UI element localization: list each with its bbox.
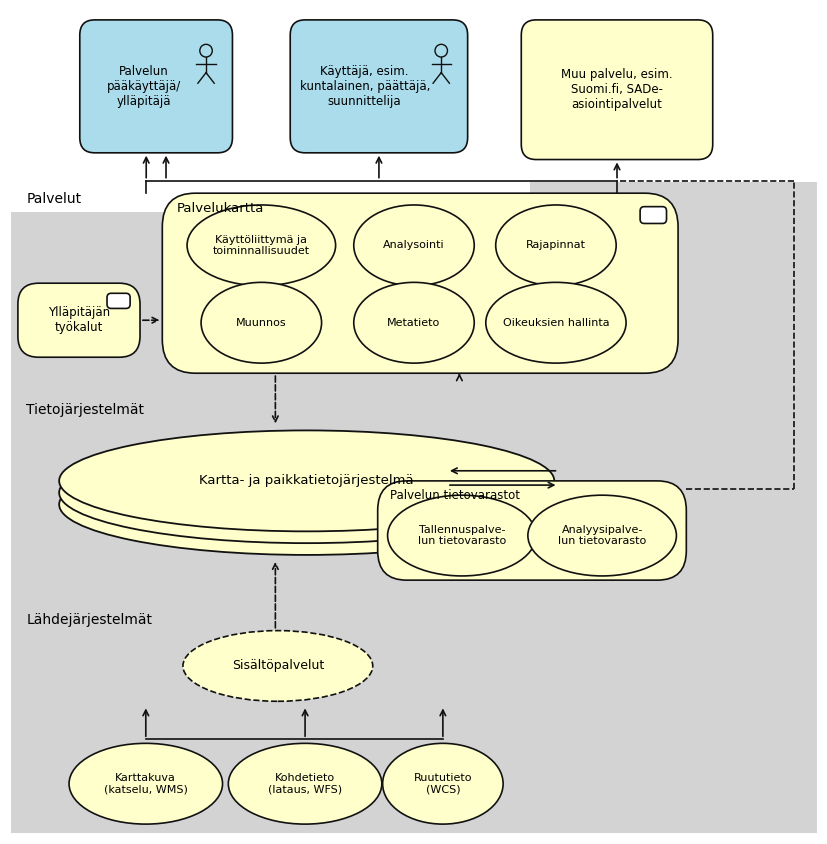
Text: Sisältöpalvelut: Sisältöpalvelut: [232, 659, 323, 673]
Ellipse shape: [353, 205, 474, 286]
Text: Ruututieto
(WCS): Ruututieto (WCS): [414, 773, 471, 794]
Text: Palvelun
pääkäyttäjä/
ylläpitäjä: Palvelun pääkäyttäjä/ ylläpitäjä: [107, 65, 181, 108]
Bar: [12, 603, 815, 832]
Text: Metatieto: Metatieto: [387, 317, 440, 327]
Text: Analysointi: Analysointi: [383, 241, 444, 251]
Ellipse shape: [382, 744, 503, 824]
FancyBboxPatch shape: [639, 207, 666, 224]
Ellipse shape: [59, 442, 553, 544]
Ellipse shape: [495, 205, 615, 286]
Ellipse shape: [59, 430, 553, 532]
Text: Rajapinnat: Rajapinnat: [525, 241, 586, 251]
FancyBboxPatch shape: [162, 193, 677, 373]
Text: Tallennuspalve-
lun tietovarasto: Tallennuspalve- lun tietovarasto: [418, 525, 505, 546]
Text: Käyttöliittymä ja
toiminnallisuudet: Käyttöliittymä ja toiminnallisuudet: [213, 235, 309, 256]
Ellipse shape: [187, 205, 335, 286]
Text: Kartta- ja paikkatietojärjestelmä: Kartta- ja paikkatietojärjestelmä: [199, 474, 414, 487]
FancyBboxPatch shape: [107, 294, 130, 308]
Ellipse shape: [528, 495, 676, 576]
FancyBboxPatch shape: [521, 20, 712, 160]
Text: Analyysipalve-
lun tietovarasto: Analyysipalve- lun tietovarasto: [557, 525, 646, 546]
Text: Kohdetieto
(lataus, WFS): Kohdetieto (lataus, WFS): [268, 773, 342, 794]
Bar: [12, 182, 529, 212]
Ellipse shape: [485, 283, 625, 363]
Ellipse shape: [353, 283, 474, 363]
Text: Palvelukartta: Palvelukartta: [177, 202, 264, 214]
Ellipse shape: [201, 283, 321, 363]
Text: Palvelun tietovarastot: Palvelun tietovarastot: [390, 490, 519, 502]
FancyBboxPatch shape: [18, 284, 140, 357]
FancyBboxPatch shape: [377, 481, 686, 580]
Text: Lähdejärjestelmät: Lähdejärjestelmät: [26, 613, 152, 627]
FancyBboxPatch shape: [79, 20, 232, 153]
Ellipse shape: [387, 495, 536, 576]
Bar: [12, 182, 815, 392]
FancyBboxPatch shape: [290, 20, 467, 153]
Bar: [2, 2, 825, 182]
Ellipse shape: [228, 744, 381, 824]
Text: Karttakuva
(katselu, WMS): Karttakuva (katselu, WMS): [103, 773, 188, 794]
Bar: [12, 392, 815, 603]
Text: Palvelut: Palvelut: [26, 192, 81, 206]
Text: Oikeuksien hallinta: Oikeuksien hallinta: [502, 317, 609, 327]
Text: Käyttäjä, esim.
kuntalainen, päättäjä,
suunnittelija: Käyttäjä, esim. kuntalainen, päättäjä, s…: [299, 65, 429, 108]
Text: Muunnos: Muunnos: [236, 317, 286, 327]
Ellipse shape: [59, 454, 553, 555]
Ellipse shape: [69, 744, 222, 824]
Text: Ylläpitäjän
työkalut: Ylläpitäjän työkalut: [48, 306, 110, 334]
Text: Tietojärjestelmät: Tietojärjestelmät: [26, 403, 144, 417]
Ellipse shape: [183, 630, 372, 701]
Text: Muu palvelu, esim.
Suomi.fi, SADe-
asiointipalvelut: Muu palvelu, esim. Suomi.fi, SADe- asioi…: [561, 68, 672, 111]
